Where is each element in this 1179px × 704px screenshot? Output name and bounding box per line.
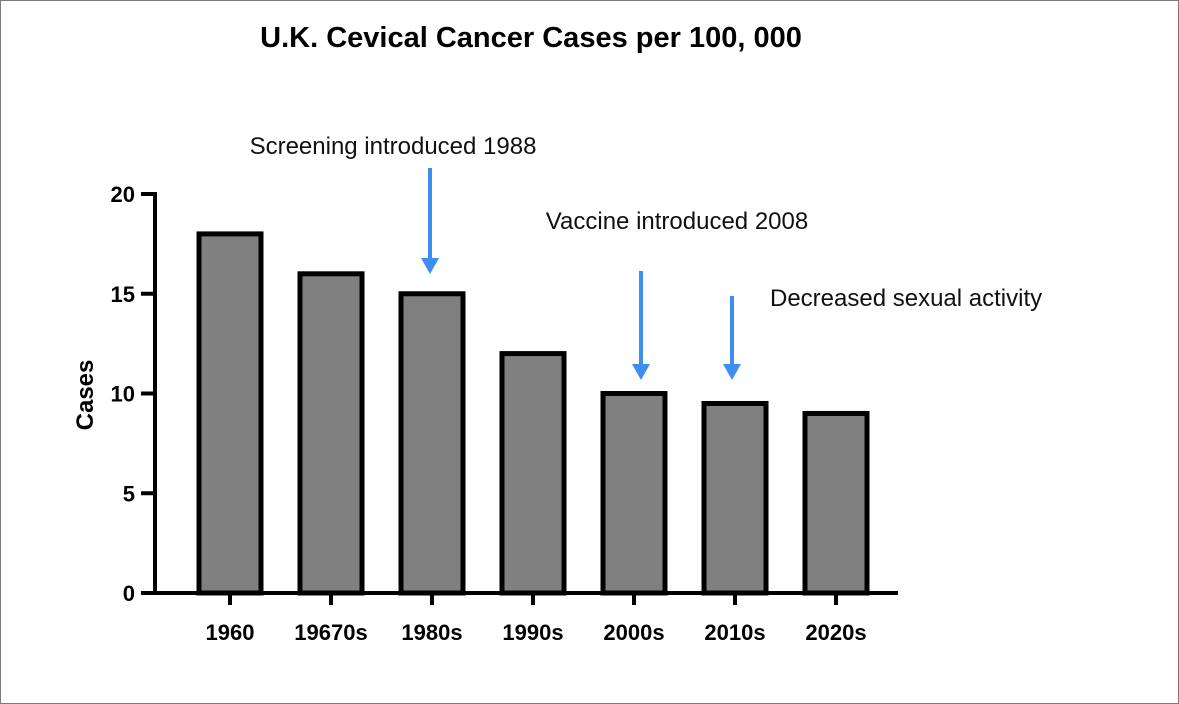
annotation-text: Vaccine introduced 2008 xyxy=(546,208,808,235)
y-axis-label: Cases xyxy=(72,360,99,431)
annotation-arrow-head xyxy=(421,258,439,274)
x-tick-label: 1960 xyxy=(206,620,255,645)
bar-1990s xyxy=(499,351,567,596)
annotation-arrow-head xyxy=(723,364,741,380)
bar-2000s xyxy=(600,391,668,596)
y-tick-label: 10 xyxy=(111,382,135,407)
bar-2010s xyxy=(701,400,769,596)
x-tick-label: 1990s xyxy=(502,620,563,645)
x-tick-label: 2000s xyxy=(603,620,664,645)
x-tick-label: 1980s xyxy=(401,620,462,645)
bar-19670s xyxy=(297,271,365,596)
bar-2020s xyxy=(802,410,870,596)
annotation-text: Decreased sexual activity xyxy=(770,285,1042,312)
y-tick-label: 5 xyxy=(123,481,135,506)
y-tick-label: 20 xyxy=(111,182,135,207)
x-tick-label: 2010s xyxy=(704,620,765,645)
x-tick-label: 2020s xyxy=(805,620,866,645)
annotation-text: Screening introduced 1988 xyxy=(250,133,537,160)
y-tick-label: 15 xyxy=(111,282,135,307)
bar-1960 xyxy=(196,231,264,596)
chart-title: U.K. Cevical Cancer Cases per 100, 000 xyxy=(260,22,802,54)
x-tick-label: 19670s xyxy=(294,620,367,645)
bar-1980s xyxy=(398,291,466,596)
annotation-arrow-head xyxy=(632,364,650,380)
y-tick-label: 0 xyxy=(123,581,135,606)
